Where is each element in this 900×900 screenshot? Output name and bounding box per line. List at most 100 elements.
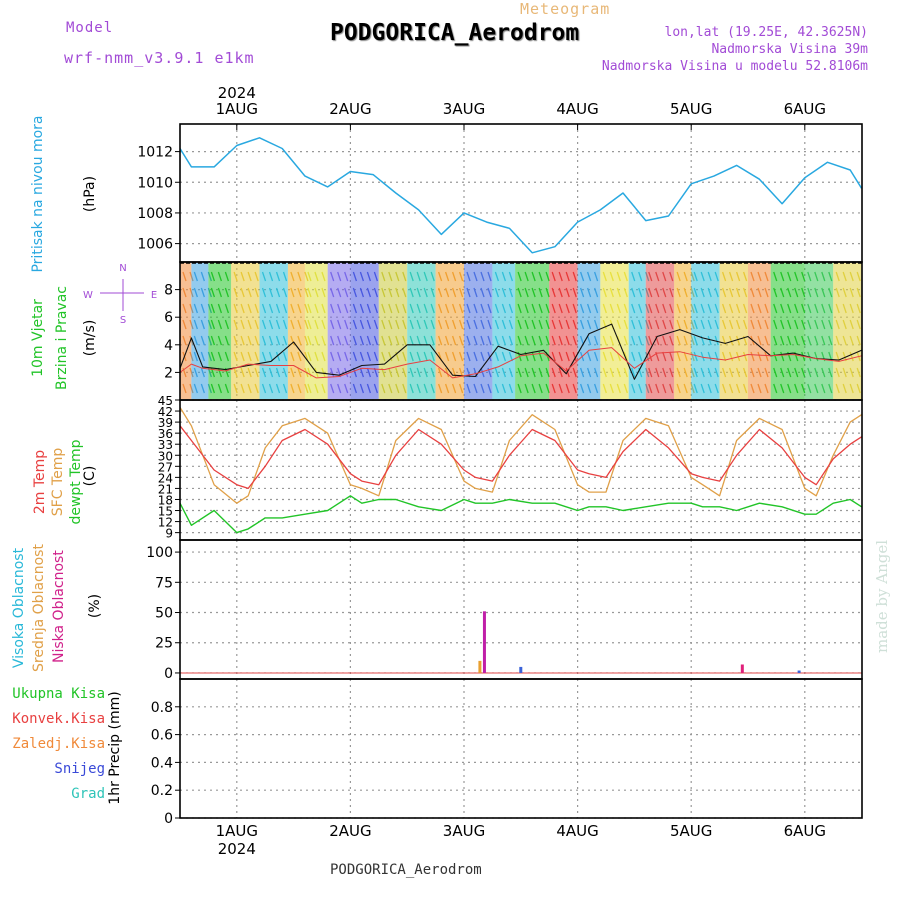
wind-arrow [430,271,435,282]
wind-arrow [487,287,492,298]
wind-arrow [517,335,522,346]
wind-arrow [524,367,529,378]
wind-arrow [261,383,267,394]
wind-arrow [254,367,259,378]
wind-arrow [240,367,245,378]
wind-arrow [586,383,592,394]
wind-arrow [842,383,847,394]
wind-arrow [388,383,393,394]
wind-arrow [240,303,245,314]
wind-arrow [480,383,485,394]
wind-arrow [451,351,457,362]
wind-arrow [200,383,205,394]
wind-arrow [501,383,507,394]
wind-arrow [330,271,335,282]
wind-arrow [451,303,457,314]
wind-arrow [409,367,414,378]
wind-arrow [586,335,592,346]
wind-arrow [638,303,643,314]
wind-arrow [593,287,599,298]
wind-arrow [517,287,522,298]
wind-arrow [254,351,259,362]
wind-arrow [193,335,198,346]
wind-arrow [466,383,471,394]
temp-2m-line [179,425,862,490]
y-tick-label: 18 [158,493,173,507]
wind-arrow [366,383,372,394]
wind-arrow [638,271,643,282]
wind-arrow [609,287,614,298]
wind-arrow [794,335,799,346]
wind-arrow [366,303,372,314]
wind-arrow [366,319,372,330]
wind-arrow-band [208,263,232,399]
wind-arrow [558,367,563,378]
wind-arrow [451,271,457,282]
wind-arrow [683,287,688,298]
wind-arrow [297,271,302,282]
wind-arrow [623,287,628,298]
wind-arrow [735,287,741,298]
wind-arrow [224,319,230,330]
wind-arrow [676,319,681,330]
wind-arrow [700,303,705,314]
wind-arrow [787,303,792,314]
wind-arrow [314,271,319,282]
wind-arrow [524,335,529,346]
wind-arrow [721,383,727,394]
wind-arrow [773,351,778,362]
wind-arrow [787,287,792,298]
wind-arrow [416,287,421,298]
wind-arrow [297,319,302,330]
lonlat-text: lon,lat (19.25E, 42.3625N) [664,25,869,40]
wind-arrow [321,335,326,346]
wind-arrow [750,351,755,362]
wind-arrow [307,383,312,394]
wind-arrow [437,303,443,314]
wind-arrow [545,287,550,298]
wind-arrow [700,319,705,330]
wind-arrow [508,351,514,362]
wind-arrow [402,287,407,298]
wind-arrow [409,271,414,282]
wind-arrow [801,271,806,282]
wind-arrow [423,335,428,346]
wind-arrow [314,351,319,362]
wind-arrow [480,319,485,330]
wind-arrow [395,335,400,346]
wind-arrow [182,383,187,394]
wind-arrow [494,335,500,346]
wind-arrow [217,319,223,330]
wind-arrow [373,303,379,314]
wind-arrow [721,319,727,330]
model-label: Model [66,20,114,36]
wind-arrow [297,303,302,314]
wind-arrow [700,287,705,298]
wind-arrow [648,319,653,330]
wind-arrow [451,383,457,394]
wind-arrow [538,271,543,282]
wind-arrow [842,287,847,298]
y-tick-label: 1006 [137,237,173,253]
wind-arrow [814,367,819,378]
wind-arrow [828,271,833,282]
y-tick-label: 0.2 [151,783,173,799]
wind-arrow [565,383,570,394]
wind-arrow [330,351,335,362]
wind-arrow-band [287,263,305,399]
wind-arrow [217,367,223,378]
wind-arrow [423,287,428,298]
wind-arrow [224,351,230,362]
wind-arrow [616,303,621,314]
wind-arrow [602,351,607,362]
wind-arrow [282,351,288,362]
wind-arrow [586,271,592,282]
wind-arrow [388,367,393,378]
wind-arrow [494,319,500,330]
wind-arrow [430,383,435,394]
wind-arrow [388,351,393,362]
wind-arrow [669,271,674,282]
wind-arrow [558,271,563,282]
wind-arrow [261,271,267,282]
